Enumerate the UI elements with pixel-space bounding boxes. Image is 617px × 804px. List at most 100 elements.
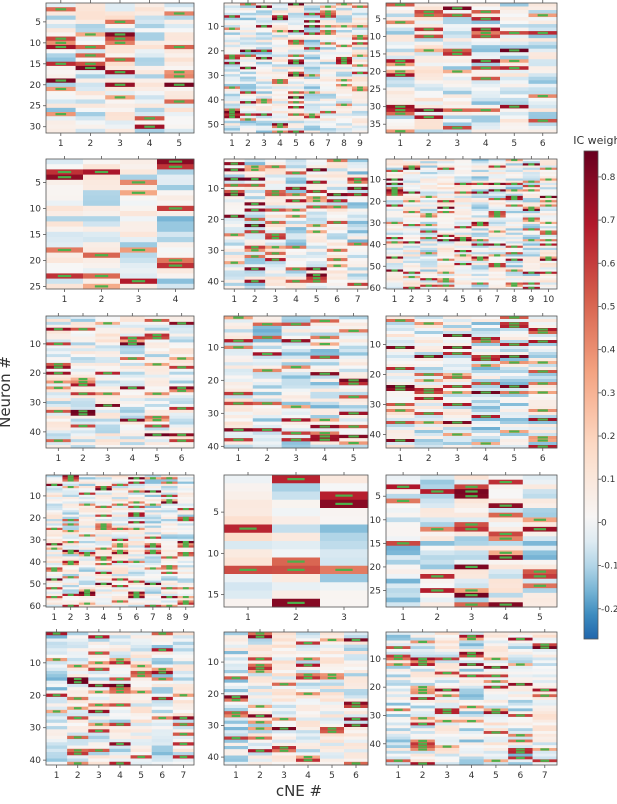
member-marker — [333, 264, 341, 267]
heatmap-cell — [336, 98, 353, 102]
member-marker — [51, 587, 58, 590]
member-marker — [116, 677, 124, 681]
member-marker — [182, 554, 189, 557]
heatmap-cell — [420, 256, 438, 260]
member-marker — [292, 171, 300, 175]
heatmap-cell — [471, 206, 489, 210]
heatmap-cell — [296, 711, 321, 715]
heatmap-cell — [224, 692, 249, 696]
heatmap-cell — [144, 530, 162, 533]
member-marker — [511, 204, 518, 207]
heatmap-cell — [46, 582, 63, 586]
heatmap-cell — [120, 169, 158, 175]
heatmap-cell — [157, 268, 195, 274]
heatmap-cell — [310, 388, 340, 393]
heatmap-cell — [46, 324, 72, 329]
heatmap-cell — [403, 193, 421, 197]
member-marker — [251, 178, 259, 181]
member-marker — [351, 702, 361, 705]
member-marker — [509, 355, 520, 358]
heatmap-cell — [352, 113, 369, 117]
member-marker — [168, 207, 183, 210]
heatmap-cell — [46, 70, 76, 75]
heatmap-cell — [528, 125, 558, 130]
heatmap-cell — [320, 532, 369, 542]
x-tick-label: 4 — [173, 295, 179, 305]
heatmap-cell — [420, 198, 438, 201]
heatmap-cell — [386, 436, 415, 440]
member-marker — [327, 730, 337, 733]
heatmap-cell — [62, 571, 80, 575]
heatmap-cell — [144, 404, 170, 408]
x-tick-label: 5 — [117, 613, 123, 623]
heatmap-cell — [46, 729, 68, 733]
heatmap-cell — [339, 438, 369, 442]
heatmap-cell — [164, 103, 195, 109]
heatmap-cell — [414, 94, 444, 99]
heatmap-cell — [420, 260, 438, 264]
member-marker — [179, 723, 188, 726]
member-marker — [53, 439, 63, 442]
heatmap-cell — [326, 276, 348, 281]
member-marker — [312, 205, 321, 209]
x-tick-label: 5 — [138, 771, 144, 781]
heatmap-cell — [177, 494, 195, 498]
heatmap-cell — [344, 720, 369, 725]
heatmap-cell — [539, 241, 558, 244]
member-marker — [290, 366, 302, 369]
heatmap-cell — [161, 525, 178, 529]
member-marker — [166, 565, 173, 568]
heatmap-cell — [288, 98, 305, 102]
heatmap-cell — [109, 664, 131, 669]
heatmap-cell — [134, 128, 165, 134]
heatmap-cell — [256, 76, 273, 80]
heatmap-cell — [488, 484, 524, 490]
heatmap-cell — [320, 541, 369, 550]
heatmap-cell — [144, 354, 170, 358]
x-tick-label: 1 — [62, 295, 68, 305]
heatmap-cell — [109, 719, 131, 724]
heatmap-cell — [224, 71, 241, 75]
heatmap-cell — [272, 574, 321, 583]
heatmap-cell — [505, 215, 524, 218]
y-tick-label: 15 — [370, 50, 381, 60]
heatmap-cell — [62, 545, 80, 548]
heatmap-cell — [528, 101, 558, 106]
heatmap-cell — [224, 245, 245, 250]
heatmap-cell — [177, 479, 195, 482]
heatmap-cell — [403, 163, 421, 166]
heatmap-cell — [83, 278, 121, 285]
member-marker — [229, 115, 235, 119]
heatmap-cell — [488, 282, 507, 286]
heatmap-cell — [281, 368, 311, 373]
heatmap-cell — [420, 232, 438, 236]
heatmap-cell — [95, 398, 121, 402]
member-marker — [391, 221, 398, 225]
heatmap-cell — [310, 405, 340, 409]
heatmap-cell — [252, 444, 282, 449]
heatmap-cell — [120, 263, 158, 269]
heatmap-cell — [224, 180, 245, 185]
heatmap-cell — [505, 169, 524, 173]
member-marker — [168, 259, 183, 262]
heatmap-cell — [256, 37, 273, 41]
heatmap-cell — [500, 83, 529, 88]
heatmap-cell — [352, 83, 369, 87]
heatmap-cell — [488, 228, 507, 231]
heatmap-cell — [151, 745, 174, 750]
heatmap-cell — [522, 165, 541, 169]
heatmap-cell — [248, 717, 273, 722]
member-marker — [231, 676, 241, 680]
member-marker — [537, 340, 548, 343]
heatmap-cell — [296, 651, 321, 655]
x-tick-label: 1 — [392, 295, 398, 305]
heatmap-cell — [386, 208, 404, 212]
heatmap-cell — [46, 395, 72, 399]
heatmap-cell — [414, 352, 444, 356]
heatmap-cell — [224, 282, 245, 287]
member-marker — [442, 280, 449, 283]
heatmap-cell — [256, 42, 273, 46]
heatmap-cell — [352, 3, 369, 6]
member-marker — [537, 14, 548, 17]
heatmap-cell — [134, 32, 165, 37]
